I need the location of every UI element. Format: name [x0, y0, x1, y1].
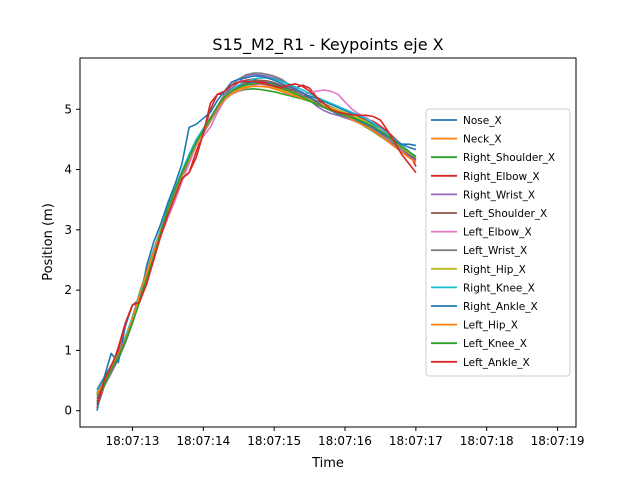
- y-tick-label: 2: [64, 283, 72, 297]
- legend-label: Left_Shoulder_X: [463, 208, 547, 220]
- series-layer: [96, 72, 417, 411]
- series-line-right-ankle-x: [96, 75, 417, 411]
- legend-label: Right_Shoulder_X: [463, 152, 555, 164]
- plot-frame: [79, 57, 577, 428]
- legend-label: Right_Elbow_X: [463, 171, 540, 183]
- y-tick-label: 5: [64, 102, 72, 116]
- x-tick-label: 18:07:19: [531, 434, 585, 448]
- legend-label: Right_Knee_X: [463, 282, 535, 294]
- y-axis-label: Position (m): [41, 203, 56, 281]
- y-tick-label: 3: [64, 223, 72, 237]
- legend-label: Right_Hip_X: [463, 264, 526, 276]
- legend: Nose_X Neck_X Right_Shoulder_X Right_Elbow_…: [425, 108, 571, 377]
- legend-label: Left_Wrist_X: [463, 245, 527, 257]
- series-line-left-knee-x: [96, 82, 417, 403]
- series-line-left-ankle-x: [96, 80, 417, 405]
- legend-label: Right_Ankle_X: [463, 301, 538, 313]
- y-axis: 0 1 2 3 4 5: [64, 102, 80, 418]
- x-tick-label: 18:07:17: [389, 434, 443, 448]
- x-tick-label: 18:07:16: [318, 434, 372, 448]
- x-tick-label: 18:07:18: [460, 434, 514, 448]
- y-tick-label: 1: [64, 343, 72, 357]
- chart-title: S15_M2_R1 - Keypoints eje X: [212, 35, 443, 55]
- x-tick-label: 18:07:15: [247, 434, 301, 448]
- series-line-left-hip-x: [96, 85, 417, 395]
- legend-box: [425, 108, 571, 377]
- x-axis-label: Time: [311, 456, 344, 471]
- legend-label: Right_Wrist_X: [463, 189, 535, 201]
- legend-label: Left_Ankle_X: [463, 357, 530, 369]
- x-tick-label: 18:07:14: [176, 434, 230, 448]
- x-tick-label: 18:07:13: [105, 434, 159, 448]
- y-tick-label: 4: [64, 163, 72, 177]
- legend-label: Left_Knee_X: [463, 338, 527, 350]
- legend-label: Nose_X: [463, 115, 502, 127]
- y-tick-label: 0: [64, 404, 72, 418]
- legend-label: Left_Hip_X: [463, 320, 518, 332]
- x-axis: 18:07:13 18:07:14 18:07:15 18:07:16 18:07:17…: [105, 427, 585, 448]
- legend-label: Neck_X: [463, 134, 502, 146]
- legend-label: Left_Elbow_X: [463, 227, 532, 239]
